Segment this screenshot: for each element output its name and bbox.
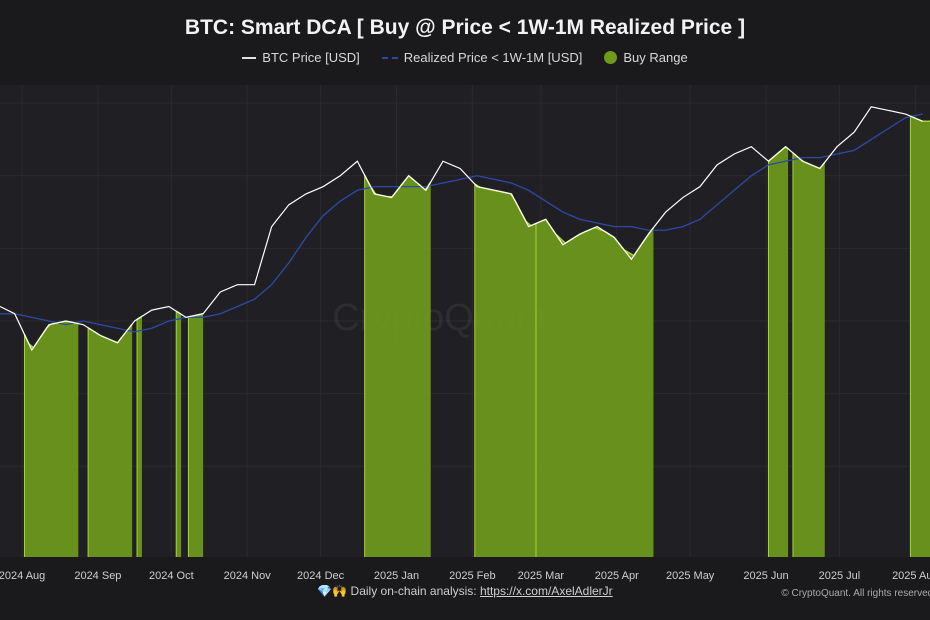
x-tick-label: 2024 Oct: [149, 570, 194, 582]
legend-item-btc[interactable]: BTC Price [USD]: [242, 50, 360, 65]
x-tick-label: 2024 Nov: [224, 570, 272, 582]
x-tick-label: 2025 Jan: [374, 570, 419, 582]
btc-price-line: [0, 106, 923, 352]
x-tick-label: 2025 Jun: [743, 570, 788, 582]
legend-label: BTC Price [USD]: [262, 50, 360, 65]
buy-range-area: [364, 175, 431, 557]
chart-title: BTC: Smart DCA [ Buy @ Price < 1W-1M Rea…: [184, 16, 746, 39]
x-tick-label: 2024 Aug: [0, 570, 45, 582]
x-tick-label: 2025 Jul: [819, 570, 861, 582]
x-tick-label: 2025 Apr: [595, 570, 639, 582]
legend: BTC Price [USD] Realized Price < 1W-1M […: [0, 50, 930, 65]
diamond-hands-icon: 💎🙌: [317, 584, 348, 598]
buy-range-area: [137, 316, 142, 557]
buy-range-area: [88, 324, 133, 557]
legend-label: Buy Range: [623, 50, 688, 65]
buy-range-area: [792, 152, 825, 557]
realized-price-line: [0, 113, 923, 333]
x-tick-label: 2024 Sep: [74, 570, 121, 582]
footer-text: Daily on-chain analysis:: [350, 584, 480, 598]
buy-range-area: [535, 219, 654, 558]
x-tick-label: 2025 Mar: [518, 570, 565, 582]
buy-range-area: [188, 313, 204, 557]
buy-range-area: [474, 184, 536, 558]
dot-swatch-icon: [604, 51, 618, 64]
buy-range-area: [24, 321, 79, 557]
copyright: © CryptoQuant. All rights reserved.: [781, 588, 930, 599]
legend-item-buy[interactable]: Buy Range: [604, 50, 688, 65]
legend-label: Realized Price < 1W-1M [USD]: [403, 50, 583, 65]
footer-link[interactable]: https://x.com/AxelAdlerJr: [479, 584, 613, 598]
x-tick-label: 2024 Dec: [297, 570, 345, 582]
x-tick-label: 2025 Feb: [449, 570, 495, 582]
buy-range-area: [176, 311, 182, 557]
dashed-line-swatch-icon: [381, 56, 398, 59]
footer: 💎🙌 Daily on-chain analysis: https://x.co…: [0, 584, 930, 598]
x-tick-label: 2025 Aug: [892, 570, 930, 582]
buy-range-area: [910, 116, 930, 557]
x-tick-label: 2025 May: [666, 570, 715, 582]
buy-range-area: [768, 147, 789, 557]
legend-item-realized[interactable]: Realized Price < 1W-1M [USD]: [381, 50, 583, 65]
line-swatch-icon: [242, 56, 257, 59]
